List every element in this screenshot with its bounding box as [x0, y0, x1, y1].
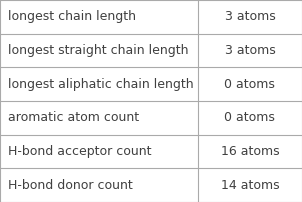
Text: longest straight chain length: longest straight chain length	[8, 44, 188, 57]
Text: longest aliphatic chain length: longest aliphatic chain length	[8, 78, 193, 91]
Text: aromatic atom count: aromatic atom count	[8, 111, 139, 124]
Text: 0 atoms: 0 atoms	[224, 78, 275, 91]
Text: 16 atoms: 16 atoms	[220, 145, 279, 158]
Text: H-bond acceptor count: H-bond acceptor count	[8, 145, 151, 158]
Text: 3 atoms: 3 atoms	[224, 44, 275, 57]
Text: 3 atoms: 3 atoms	[224, 10, 275, 23]
Text: longest chain length: longest chain length	[8, 10, 136, 23]
Text: 0 atoms: 0 atoms	[224, 111, 275, 124]
Text: H-bond donor count: H-bond donor count	[8, 179, 132, 192]
Text: 14 atoms: 14 atoms	[220, 179, 279, 192]
